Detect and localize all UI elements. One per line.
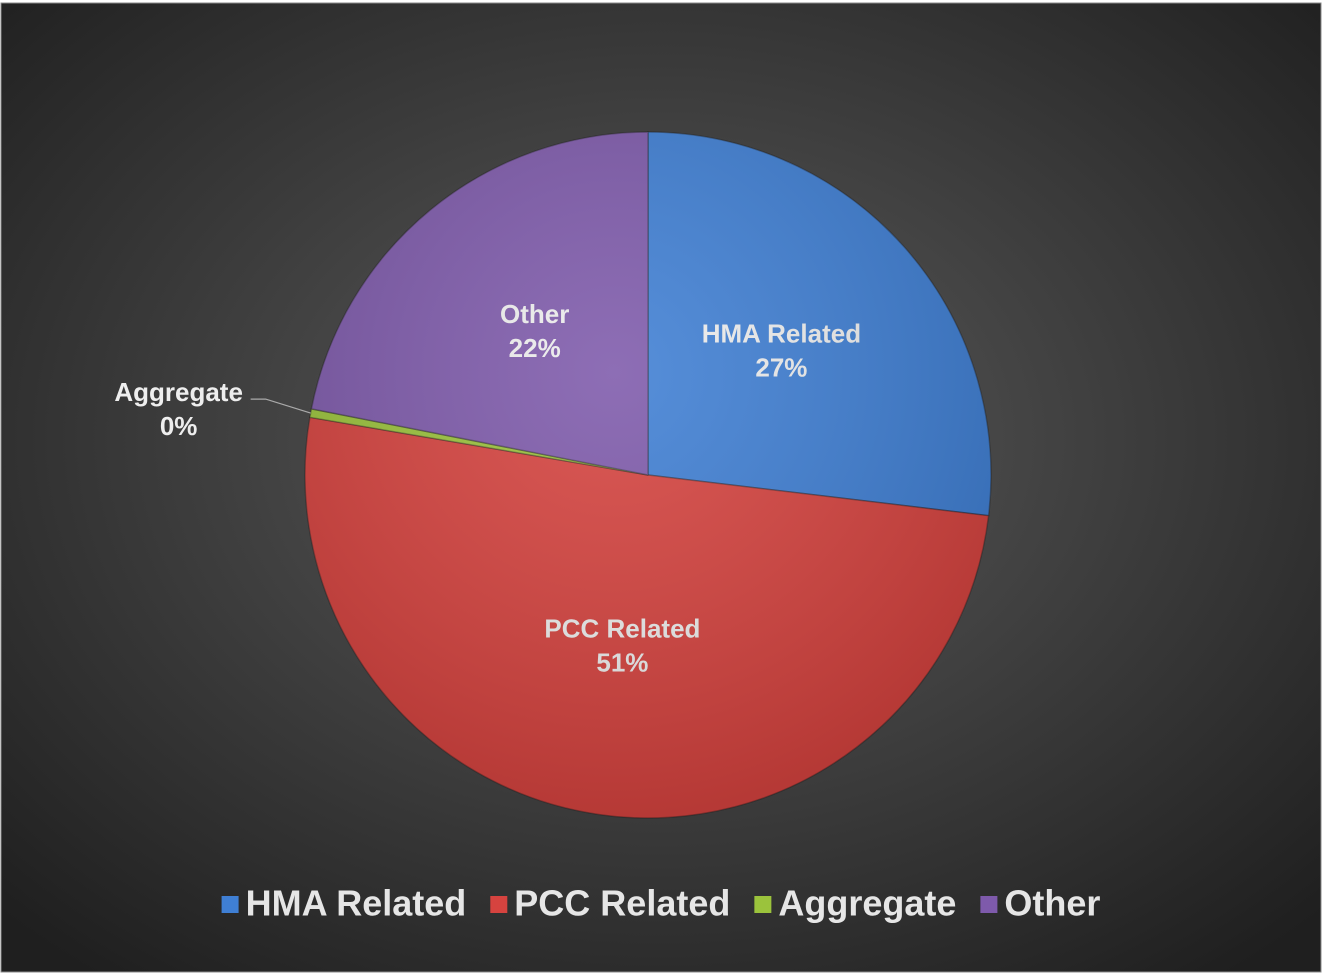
legend-item: PCC Related [490, 883, 730, 924]
data-label-name: HMA Related [702, 318, 861, 348]
data-label-value: 22% [509, 333, 561, 363]
legend-label: Aggregate [778, 883, 956, 924]
legend-swatch [754, 896, 772, 913]
data-label-name: PCC Related [544, 613, 700, 643]
legend-label: HMA Related [246, 883, 467, 924]
data-label-value: 0% [160, 411, 198, 441]
legend-item: HMA Related [221, 883, 467, 924]
legend-swatch [490, 896, 508, 913]
data-label-name: Aggregate [114, 377, 243, 407]
legend-swatch [980, 896, 998, 913]
legend-label: Other [1004, 883, 1100, 924]
leader-line [250, 398, 311, 414]
legend-item: Other [980, 883, 1100, 924]
data-label-name: Other [500, 299, 569, 329]
data-label-value: 27% [755, 352, 807, 382]
data-label-value: 51% [596, 647, 648, 677]
legend-swatch [221, 896, 239, 913]
legend-item: Aggregate [754, 883, 956, 924]
legend: HMA Related PCC Related Aggregate Other [221, 883, 1100, 924]
legend-label: PCC Related [514, 883, 730, 924]
